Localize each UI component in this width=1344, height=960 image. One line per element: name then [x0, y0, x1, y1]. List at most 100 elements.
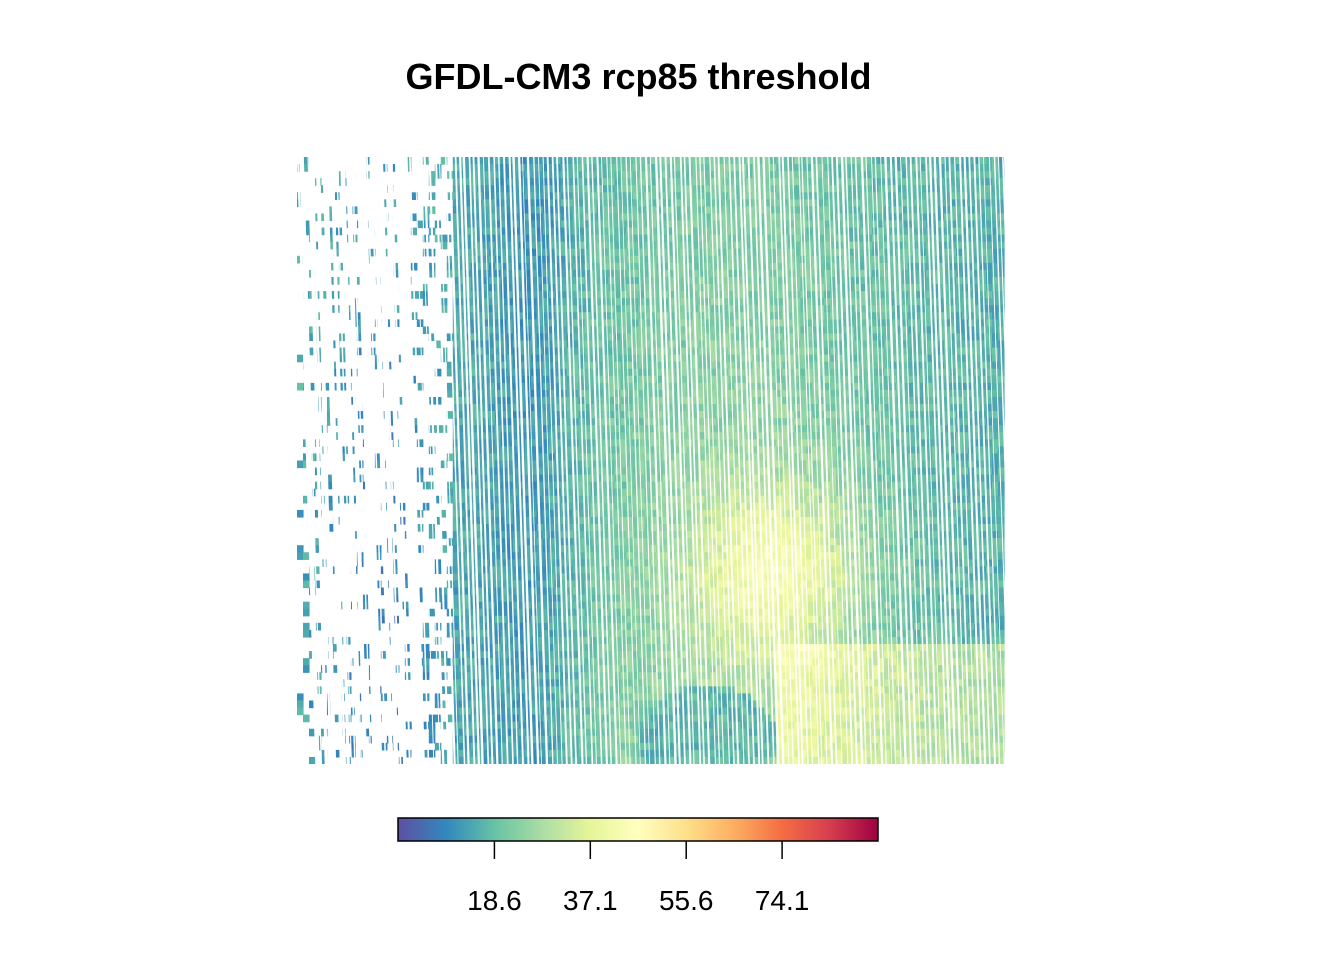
raster-cell: [812, 199, 819, 208]
raster-cell: [440, 284, 448, 292]
raster-cell: [776, 425, 783, 433]
raster-cell: [818, 495, 825, 504]
raster-cell: [722, 425, 729, 433]
raster-cell: [974, 269, 981, 278]
raster-cell: [986, 432, 993, 440]
raster-cell: [890, 467, 897, 476]
raster-cell: [854, 276, 861, 285]
raster-cell: [524, 284, 532, 292]
raster-cell: [500, 276, 508, 285]
raster-cell: [890, 488, 897, 497]
raster-cell: [830, 418, 837, 426]
raster-cell: [500, 248, 508, 257]
raster-cell: [770, 425, 777, 433]
raster-cell: [842, 312, 849, 320]
raster-cell: [890, 269, 897, 278]
raster-cell: [638, 382, 646, 391]
raster-cell: [620, 502, 628, 511]
raster-cell: [938, 276, 945, 285]
raster-cell: [644, 354, 652, 363]
raster-cell: [560, 269, 568, 278]
raster-cell: [650, 439, 658, 447]
raster-cell: [494, 375, 502, 384]
raster-cell: [776, 446, 783, 455]
raster-cell: [974, 284, 981, 292]
raster-cell: [866, 460, 873, 469]
raster-cell: [830, 241, 837, 250]
raster-cell: [788, 157, 795, 165]
raster-cell: [872, 291, 879, 299]
raster-cell: [902, 488, 909, 497]
raster-cell: [542, 213, 550, 222]
raster-cell: [722, 340, 729, 349]
raster-cell: [470, 248, 478, 257]
raster-cell: [854, 171, 861, 179]
raster-cell: [620, 474, 628, 483]
raster-cell: [848, 502, 855, 511]
raster-cell: [686, 347, 694, 356]
raster-cell: [878, 361, 885, 370]
raster-cell: [602, 241, 610, 250]
raster-cell: [638, 248, 646, 257]
raster-cell: [410, 227, 418, 236]
raster-cell: [836, 467, 843, 476]
raster-cell: [326, 206, 334, 215]
raster-cell: [848, 509, 855, 518]
raster-cell: [920, 284, 927, 292]
raster-cell: [866, 467, 873, 476]
raster-cell: [632, 418, 640, 426]
raster-cell: [572, 368, 580, 377]
raster-cell: [806, 157, 813, 165]
raster-cell: [800, 460, 807, 469]
raster-cell: [950, 326, 957, 335]
raster-cell: [332, 227, 340, 236]
raster-cell: [926, 326, 933, 335]
raster-cell: [518, 185, 526, 193]
raster-cell: [950, 432, 957, 440]
raster-cell: [818, 227, 825, 236]
raster-cell: [536, 467, 544, 476]
raster-cell: [920, 220, 927, 229]
raster-cell: [896, 213, 903, 222]
raster-cell: [956, 206, 963, 215]
raster-cell: [956, 347, 963, 356]
raster-cell: [974, 192, 981, 200]
raster-cell: [950, 446, 957, 455]
raster-cell: [944, 460, 951, 469]
raster-cell: [416, 439, 424, 447]
raster-cell: [902, 326, 909, 335]
raster-cell: [734, 481, 741, 490]
raster-cell: [980, 368, 987, 377]
raster-cell: [458, 474, 466, 483]
raster-cell: [590, 157, 598, 165]
raster-cell: [734, 199, 741, 208]
raster-cell: [320, 495, 328, 504]
raster-cell: [764, 164, 771, 172]
raster-cell: [578, 199, 586, 208]
raster-cell: [812, 439, 819, 447]
raster-cell: [758, 206, 765, 215]
raster-cell: [674, 199, 682, 208]
raster-cell: [776, 234, 783, 243]
raster-cell: [572, 326, 580, 335]
raster-cell: [446, 368, 454, 377]
raster-cell: [818, 192, 825, 200]
raster-cell: [752, 291, 759, 299]
raster-cell: [998, 460, 1005, 469]
raster-cell: [734, 354, 741, 363]
raster-cell: [752, 234, 759, 243]
raster-cell: [782, 446, 789, 455]
raster-cell: [614, 326, 622, 335]
raster-cell: [908, 354, 915, 363]
raster-cell: [536, 276, 544, 285]
raster-cell: [422, 248, 430, 257]
raster-cell: [524, 474, 532, 483]
raster-cell: [860, 284, 867, 292]
raster-cell: [500, 199, 508, 208]
raster-cell: [632, 502, 640, 511]
raster-cell: [488, 298, 496, 306]
raster-cell: [662, 495, 670, 504]
raster-cell: [986, 502, 993, 511]
raster-cell: [716, 361, 723, 370]
raster-cell: [704, 467, 712, 476]
